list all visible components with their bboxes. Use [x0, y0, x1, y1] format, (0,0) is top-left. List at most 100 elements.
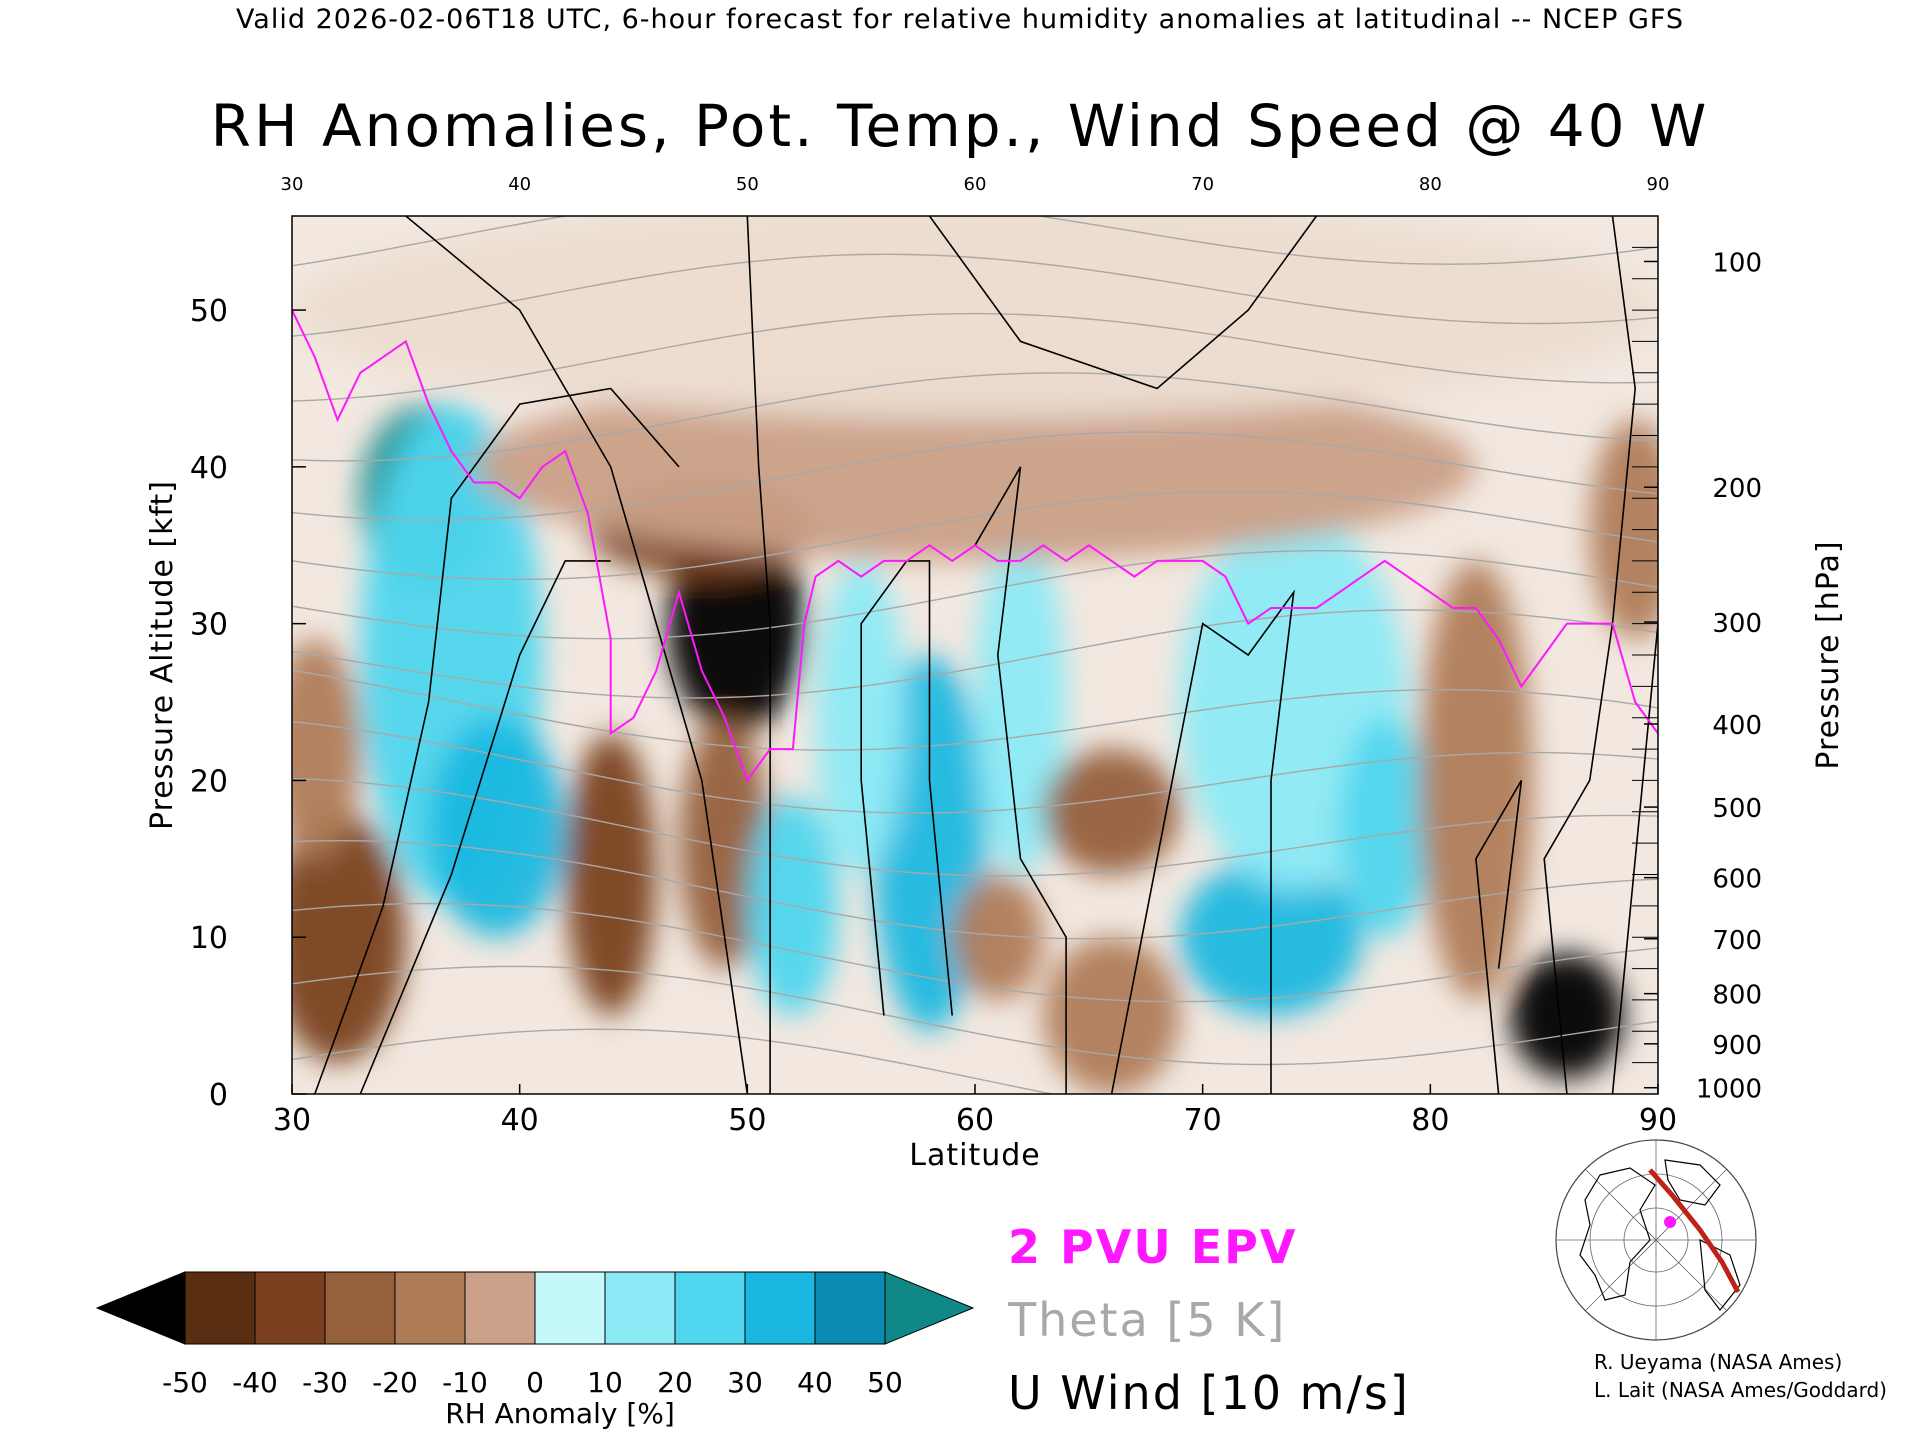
- theta-contour: [292, 902, 1658, 1003]
- location-map: [1555, 1139, 1757, 1341]
- colorbar-box: [674, 1271, 746, 1345]
- u-wind-contour: [928, 216, 1318, 390]
- colorbar-under-arrow: [95, 1271, 186, 1345]
- rh-anomaly-cell: [474, 372, 1476, 561]
- credit-line-1: R. Ueyama (NASA Ames): [1594, 1350, 1843, 1374]
- theta-contour: [292, 720, 1658, 814]
- rh-anomaly-cell: [292, 216, 1658, 420]
- colorbar-box: [394, 1271, 466, 1345]
- epv-2pvu-path: [292, 309, 1658, 783]
- top-x-tick-label: 70: [1191, 174, 1214, 195]
- top-x-tick-label: 30: [281, 174, 304, 195]
- y-tick-label: 30: [190, 608, 228, 643]
- map-coastline: [1699, 1238, 1741, 1311]
- colorbar-box: [184, 1271, 256, 1345]
- colorbar-tick-label: 10: [587, 1366, 623, 1399]
- colorbar-box: [744, 1271, 816, 1345]
- colorbar-box: [464, 1271, 536, 1345]
- pressure-tick-label: 600: [1712, 865, 1762, 895]
- legend-uwind: U Wind [10 m/s]: [1008, 1366, 1410, 1420]
- colorbar-box: [534, 1271, 606, 1345]
- rh-anomaly-cell: [565, 733, 657, 1016]
- theta-contour: [292, 609, 1658, 699]
- colorbar: -50 -40 -30 -20 -10 0 10 20 30 40 50: [95, 1271, 975, 1399]
- theta-contour: [292, 372, 1658, 462]
- rh-anomaly-cell: [1339, 717, 1431, 938]
- x-tick-label: 90: [1639, 1103, 1677, 1138]
- rh-anomaly-cell: [292, 639, 361, 859]
- u-wind-contour: [314, 387, 680, 1094]
- u-wind-contour: [405, 216, 749, 1094]
- legend-epv: 2 PVU EPV: [1008, 1220, 1298, 1274]
- map-coastline: [1579, 1167, 1656, 1301]
- y-tick-label: 0: [209, 1078, 228, 1113]
- colorbar-tick-label: 20: [657, 1366, 693, 1399]
- x-tick-label: 50: [728, 1103, 766, 1138]
- pressure-tick-label: 200: [1712, 474, 1762, 504]
- top-x-axis: 30 40 50 60 70 80 90: [281, 174, 1670, 195]
- plot-area: [292, 216, 1658, 1094]
- y-tick-label: 20: [190, 764, 228, 799]
- colorbar-over-arrow: [884, 1271, 975, 1345]
- colorbar-tick-label: 0: [526, 1366, 544, 1399]
- rh-anomaly-cell: [1510, 952, 1624, 1079]
- epv-2pvu-line: [292, 309, 1658, 783]
- colorbar-box: [814, 1271, 886, 1345]
- pressure-tick-label: 100: [1712, 248, 1762, 278]
- theta-contour: [292, 490, 1658, 581]
- map-location-dot: [1664, 1216, 1676, 1228]
- pressure-tick-label: 800: [1712, 981, 1762, 1011]
- colorbar-label: RH Anomaly [%]: [445, 1397, 675, 1430]
- y-tick-label: 40: [190, 451, 228, 486]
- colorbar-tick-label: -30: [302, 1366, 348, 1399]
- x-tick-label: 60: [956, 1103, 994, 1138]
- theta-contour: [292, 312, 1658, 402]
- rh-anomaly-cell: [428, 717, 566, 938]
- rh-anomaly-cell: [975, 529, 1067, 875]
- theta-contour: [292, 777, 1658, 877]
- colorbar-box: [254, 1271, 326, 1345]
- theta-contours: [292, 216, 1658, 1094]
- y-tick-label: 50: [190, 294, 228, 329]
- x-tick-label: 70: [1184, 1103, 1222, 1138]
- theta-contour: [292, 669, 1658, 751]
- cross-section-track: [1648, 1168, 1741, 1294]
- colorbar-tick-label: -50: [162, 1366, 208, 1399]
- colorbar-tick-label: 50: [867, 1366, 903, 1399]
- rh-anomaly-cell: [292, 811, 406, 1063]
- credit-line-2: L. Lait (NASA Ames/Goddard): [1594, 1378, 1887, 1402]
- legend-theta: Theta [5 K]: [1008, 1293, 1287, 1347]
- u-wind-contour: [359, 560, 611, 1094]
- pressure-tick-label: 400: [1712, 711, 1762, 741]
- theta-contour: [292, 839, 1658, 940]
- y-axis-left: 0 10 20 30 40 50: [190, 294, 306, 1113]
- rh-anomaly-cell: [1043, 937, 1180, 1094]
- colorbar-box: [604, 1271, 676, 1345]
- y-axis-label: Pressure Altitude [kft]: [145, 480, 180, 830]
- colorbar-tick-label: -40: [232, 1366, 278, 1399]
- theta-contour: [292, 965, 1658, 1066]
- rh-anomaly-cell: [1418, 560, 1533, 1000]
- theta-contour: [292, 216, 1658, 267]
- rh-anomaly-cell: [1043, 749, 1180, 875]
- u-wind-contour: [1110, 589, 1295, 1094]
- pressure-tick-label: 700: [1712, 926, 1762, 956]
- u-wind-contours: [314, 216, 1658, 1094]
- x-axis: 30 40 50 60 70 80 90: [273, 1084, 1677, 1138]
- colorbar-tick-label: -10: [442, 1366, 488, 1399]
- y-axis-label-right: Pressure [hPa]: [1811, 540, 1846, 769]
- x-tick-label: 40: [501, 1103, 539, 1138]
- y-axis-right: 100 200 300 400 500 600 700 800 900 1000: [1632, 215, 1762, 1105]
- colorbar-tick-label: 40: [797, 1366, 833, 1399]
- top-x-tick-label: 50: [736, 174, 759, 195]
- x-tick-label: 30: [273, 1103, 311, 1138]
- u-wind-contour: [746, 216, 771, 1094]
- u-wind-contour: [1611, 623, 1658, 1094]
- u-wind-contour: [974, 466, 1067, 1094]
- colorbar-box: [324, 1271, 396, 1345]
- top-x-tick-label: 60: [964, 174, 987, 195]
- pressure-tick-label: 900: [1712, 1031, 1762, 1061]
- pressure-tick-label: 1000: [1696, 1075, 1762, 1105]
- plot-title: RH Anomalies, Pot. Temp., Wind Speed @ 4…: [210, 92, 1710, 160]
